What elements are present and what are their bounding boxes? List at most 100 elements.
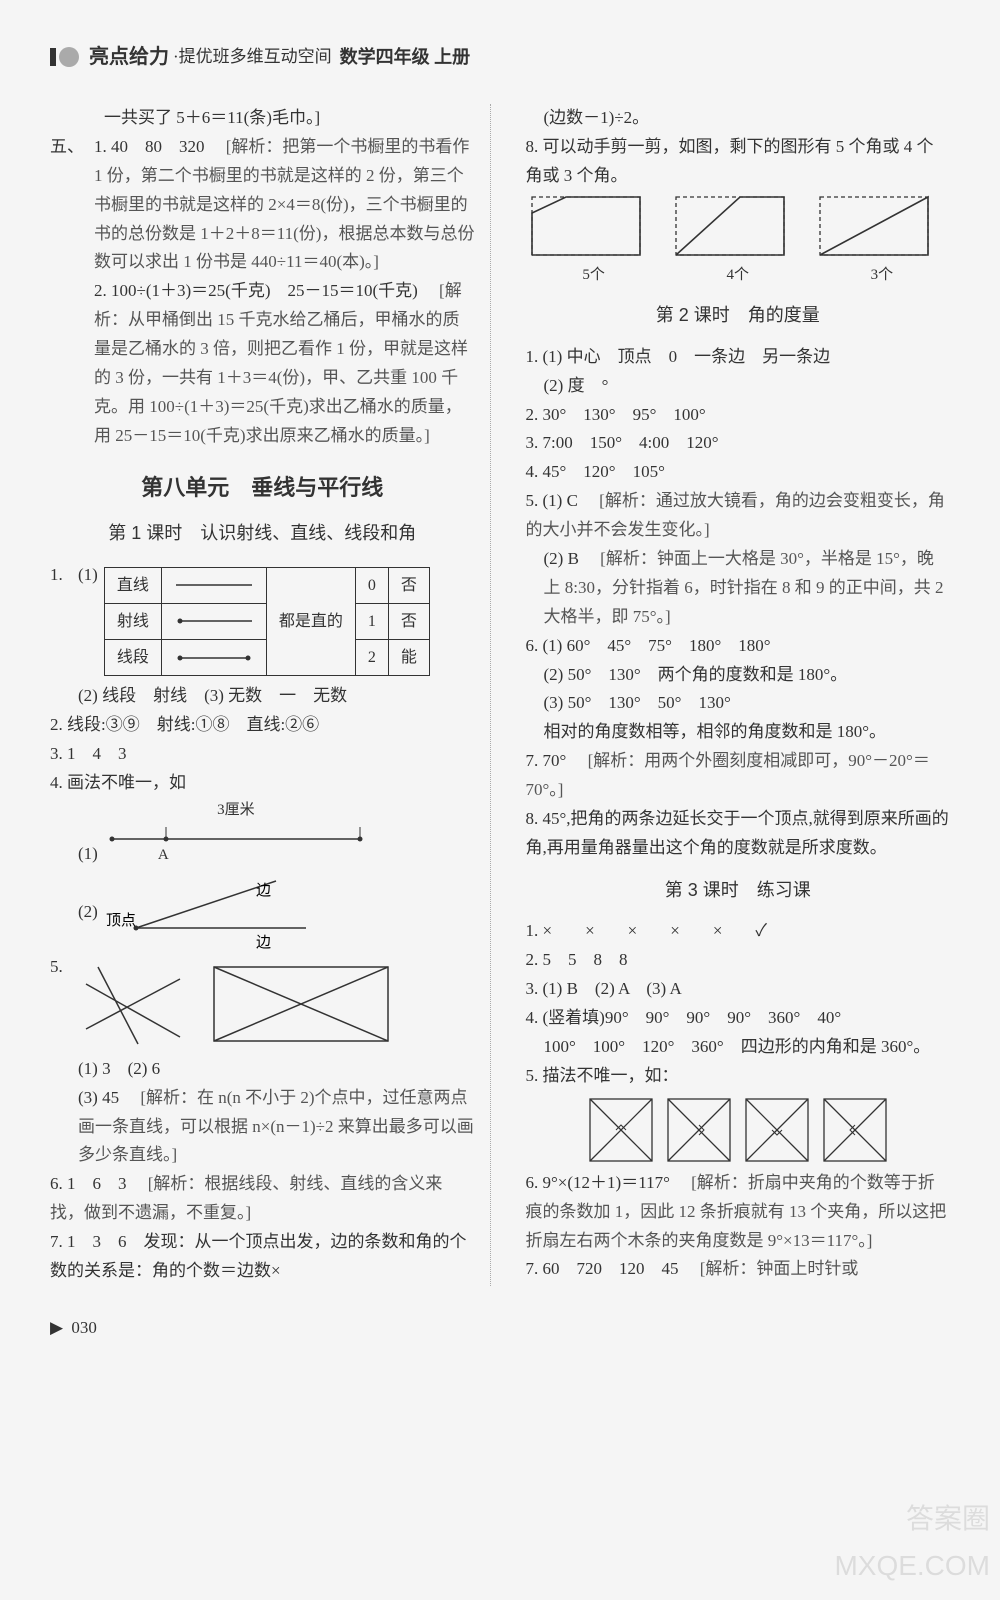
section-five-label: 五、 [50, 133, 94, 277]
cell: 1 [355, 603, 388, 639]
q5-num: 5. [50, 953, 78, 1171]
q5-2-exp: [解析：从甲桶倒出 15 千克水给乙桶后，甲桶水的质量是乙桶水的 3 倍，则把乙… [94, 281, 468, 444]
cell: 线段 [104, 640, 161, 676]
left-column: 一共买了 5＋6＝11(条)毛巾。] 五、 1. 40 80 320 [解析：把… [50, 104, 491, 1286]
q5-2: 2. 100÷(1＋3)＝25(千克) 25－15＝10(千克) [解析：从甲桶… [50, 277, 475, 450]
l2-q6-2: (2) 50° 130° 两个角的度数和是 180°。 [526, 661, 951, 690]
q5-3-label: (3) 45 [78, 1088, 136, 1107]
lesson1-title: 第 1 课时 认识射线、直线、线段和角 [50, 518, 475, 549]
l2-q5-1-ans: 5. (1) C [526, 491, 595, 510]
q7: 7. 1 3 6 发现：从一个顶点出发，边的条数和角的个数的关系是：角的个数＝边… [50, 1228, 475, 1286]
svg-text:边: 边 [256, 882, 271, 899]
cut-4-svg [670, 191, 790, 261]
lesson3-title: 第 3 课时 练习课 [526, 875, 951, 906]
l3-q6: 6. 9°×(12＋1)＝117° [解析：折扇中夹角的个数等于折痕的条数加 1… [526, 1169, 951, 1256]
cell: 2 [355, 640, 388, 676]
l2-q4: 4. 45° 120° 105° [526, 458, 951, 487]
q6: 6. 1 6 3 [解析：根据线段、射线、直线的含义来找，做到不遗漏，不重复。] [50, 1170, 475, 1228]
q4-1-figure: (1) 3厘米 A (2) [50, 798, 475, 953]
l3-q1-label: 1. [526, 921, 543, 940]
l2-q6-4: 相对的角度数相等，相邻的角度数和是 180°。 [526, 718, 951, 747]
r-q8: 8. 可以动手剪一剪，如图，剩下的图形有 5 个角或 4 个角或 3 个角。 [526, 133, 951, 191]
fig-label-5: 5个 [526, 263, 662, 289]
cell-ray-svg [161, 603, 266, 639]
q5-1-exp: [解析：把第一个书橱里的书看作 1 份，第二个书橱里的书就是这样的 2 份，第三… [94, 137, 474, 272]
square-svg-1 [586, 1095, 656, 1165]
page-header: 亮点给力 ·提优班多维互动空间 数学四年级 上册 [50, 40, 950, 84]
cell: 否 [388, 603, 429, 639]
q5: 5. (1) 3 (2) 6 (3) 45 [50, 953, 475, 1171]
brand: 亮点给力 [89, 40, 169, 74]
cell: 0 [355, 567, 388, 603]
svg-text:边: 边 [256, 934, 271, 951]
cut-figures: 5个 4个 3个 [526, 191, 951, 289]
q5-1-num: 1. [94, 137, 107, 156]
line-type-table: 直线 都是直的 0 否 射线 [104, 567, 430, 677]
angle-svg: 边 边 顶点 [106, 873, 326, 953]
square-svg-3 [742, 1095, 812, 1165]
fig-label-4: 4个 [670, 263, 806, 289]
l3-q7-exp: [解析：钟面上时针或 [700, 1259, 859, 1278]
l2-q3: 3. 7:00 150° 4:00 120° [526, 429, 951, 458]
q1-num: 1. [50, 561, 78, 711]
q7-cont: (边数－1)÷2。 [526, 104, 951, 133]
q1-2: (2) 线段 射线 (3) 无数 一 无数 [78, 682, 475, 711]
q3: 3. 1 4 3 [50, 740, 475, 769]
square-svg-4 [820, 1095, 890, 1165]
l2-q5-2-exp: [解析：钟面上一大格是 30°，半格是 15°，晚上 8:30，分针指着 6，时… [544, 549, 944, 626]
triangle-icon: ▶ [50, 1314, 63, 1343]
lesson2-title: 第 2 课时 角的度量 [526, 300, 951, 331]
q4-1-A: A [106, 843, 366, 869]
triangle-lines-svg [78, 959, 188, 1049]
page-number-value: 030 [71, 1318, 97, 1337]
q5-2-num: 2. [94, 281, 107, 300]
l3-q4-1: 4. (竖着填)90° 90° 90° 90° 360° 40° [526, 1004, 951, 1033]
cell-seg-svg [161, 640, 266, 676]
l3-q4-2: 100° 100° 120° 360° 四边形的内角和是 360°。 [526, 1033, 951, 1062]
watermark-line2: MXQE.COM [834, 1542, 990, 1590]
book-title: 数学四年级 上册 [340, 42, 471, 73]
l3-q2: 2. 5 5 8 8 [526, 946, 951, 975]
l2-q8: 8. 45°,把角的两条边延长交于一个顶点,就得到原来所画的角,再用量角器量出这… [526, 805, 951, 863]
logo [50, 47, 85, 67]
right-column: (边数－1)÷2。 8. 可以动手剪一剪，如图，剩下的图形有 5 个角或 4 个… [521, 104, 951, 1286]
page-number: ▶ 030 [50, 1314, 950, 1343]
square-svg-2 [664, 1095, 734, 1165]
l3-q7: 7. 60 720 120 45 [解析：钟面上时针或 [526, 1255, 951, 1284]
watermark-line1: 答案圈 [834, 1495, 990, 1543]
l2-q5-2: (2) B [解析：钟面上一大格是 30°，半格是 15°，晚上 8:30，分针… [526, 545, 951, 632]
unit-title: 第八单元 垂线与平行线 [50, 469, 475, 506]
q5-12: (1) 3 (2) 6 [78, 1055, 475, 1084]
q5-1-ans: 40 80 320 [111, 137, 222, 156]
l2-q7-ans: 7. 70° [526, 751, 584, 770]
l3-q3: 3. (1) B (2) A (3) A [526, 975, 951, 1004]
cell: 能 [388, 640, 429, 676]
cut-3-svg [814, 191, 934, 261]
q1: 1. (1) 直线 都是直的 0 否 [50, 561, 475, 711]
cell: 都是直的 [266, 567, 355, 676]
square-diagrams [526, 1095, 951, 1165]
l2-q1-1: 1. (1) 中心 顶点 0 一条边 另一条边 [526, 343, 951, 372]
q2: 2. 线段:③⑨ 射线:①⑧ 直线:②⑥ [50, 711, 475, 740]
header-subtitle: ·提优班多维互动空间 [173, 43, 332, 72]
l2-q5-1: 5. (1) C [解析：通过放大镜看，角的边会变粗变长，角的大小并不会发生变化… [526, 487, 951, 545]
svg-text:顶点: 顶点 [106, 912, 136, 929]
q4-1-label: (1) [78, 840, 98, 869]
l2-q5-2-ans: (2) B [544, 549, 596, 568]
q1-1-label: (1) [78, 561, 98, 590]
cell: 直线 [104, 567, 161, 603]
q5-3-exp: [解析：在 n(n 不小于 2)个点中，过任意两点画一条直线，可以根据 n×(n… [78, 1088, 474, 1165]
q5-2-ans: 100÷(1＋3)＝25(千克) 25－15＝10(千克) [111, 281, 435, 300]
q4-head: 4. 画法不唯一，如 [50, 769, 475, 798]
q4-1-length: 3厘米 [106, 798, 366, 824]
watermark: 答案圈 MXQE.COM [834, 1495, 990, 1590]
l2-q6-1: 6. (1) 60° 45° 75° 180° 180° [526, 632, 951, 661]
l2-q6-3: (3) 50° 130° 50° 130° [526, 689, 951, 718]
cell-line-svg [161, 567, 266, 603]
l3-q5: 5. 描法不唯一，如： [526, 1062, 951, 1091]
rect-x-svg [206, 959, 396, 1049]
l2-q7: 7. 70° [解析：用两个外圈刻度相减即可，90°－20°＝70°。] [526, 747, 951, 805]
prev-tail: 一共买了 5＋6＝11(条)毛巾。] [50, 104, 475, 133]
l2-q7-exp: [解析：用两个外圈刻度相减即可，90°－20°＝70°。] [526, 751, 930, 799]
l3-q6-ans: 6. 9°×(12＋1)＝117° [526, 1173, 687, 1192]
